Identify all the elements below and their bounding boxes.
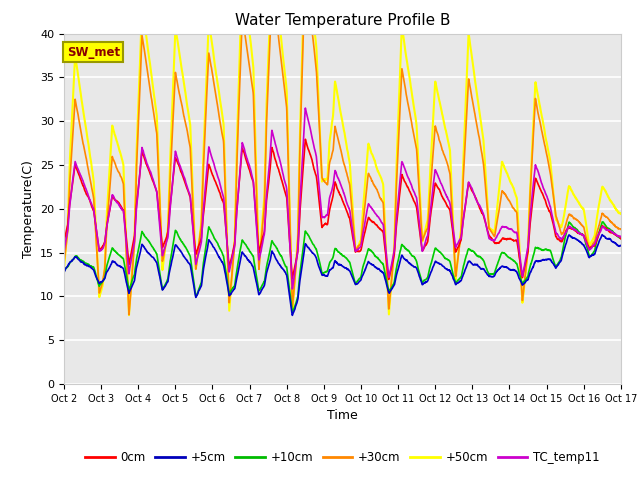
- X-axis label: Time: Time: [327, 409, 358, 422]
- Y-axis label: Temperature(C): Temperature(C): [22, 160, 35, 258]
- Title: Water Temperature Profile B: Water Temperature Profile B: [235, 13, 450, 28]
- Text: SW_met: SW_met: [67, 46, 120, 59]
- Legend: 0cm, +5cm, +10cm, +30cm, +50cm, TC_temp11: 0cm, +5cm, +10cm, +30cm, +50cm, TC_temp1…: [81, 446, 604, 468]
